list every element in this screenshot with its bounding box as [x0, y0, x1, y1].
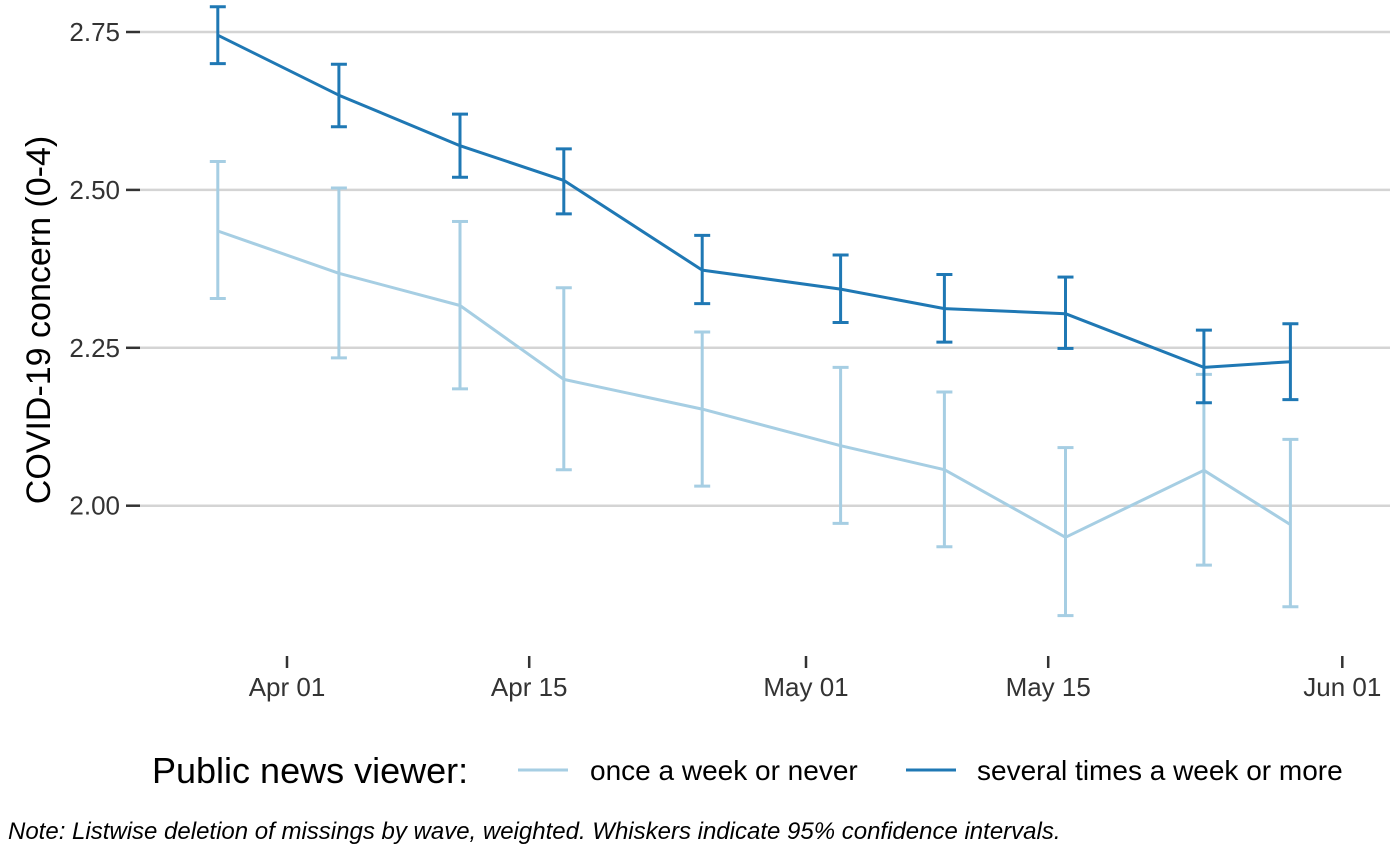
x-tick-label-2: May 01 [763, 672, 848, 702]
errorbar-1-4 [694, 233, 711, 306]
series-0 [209, 159, 1299, 618]
x-tick-label-0: Apr 01 [249, 672, 326, 702]
x-tick-label-1: Apr 15 [491, 672, 568, 702]
errorbar-0-9 [1282, 437, 1299, 609]
x-tick-label-3: May 15 [1006, 672, 1091, 702]
errorbar-0-7 [1057, 446, 1074, 618]
legend-label-0: once a week or never [590, 755, 858, 786]
series-line-0 [217, 229, 1292, 539]
series [209, 5, 1299, 618]
chart-note: Note: Listwise deletion of missings by w… [8, 818, 1061, 845]
legend-title: Public news viewer: [152, 750, 468, 791]
x-axis: Apr 01 Apr 15 May 01 May 15 Jun 01 [249, 656, 1381, 702]
y-tick-label-3: 2.75 [69, 17, 120, 47]
errorbar-1-8 [1195, 328, 1212, 405]
gridlines [140, 30, 1390, 507]
series-line-1 [217, 33, 1291, 369]
legend: Public news viewer: once a week or never… [152, 750, 1343, 791]
errorbar-1-3 [555, 147, 572, 216]
errorbar-0-3 [555, 286, 572, 472]
legend-label-1: several times a week or more [977, 755, 1343, 786]
y-axis: 2.00 2.25 2.50 2.75 [69, 17, 140, 521]
errorbar-0-1 [330, 186, 347, 360]
errorbar-0-0 [209, 159, 226, 301]
errorbar-0-6 [936, 390, 953, 549]
errorbar-1-6 [936, 273, 953, 344]
errorbar-1-7 [1057, 275, 1074, 350]
errorbar-0-5 [832, 365, 849, 525]
x-tick-label-4: Jun 01 [1303, 672, 1381, 702]
errorbar-1-1 [330, 62, 347, 129]
series-1 [209, 5, 1299, 405]
y-tick-label-2: 2.50 [69, 175, 120, 205]
errorbar-0-2 [452, 219, 468, 391]
y-tick-label-1: 2.25 [69, 333, 120, 363]
y-tick-label-0: 2.00 [69, 491, 120, 521]
errorbar-1-5 [832, 253, 849, 325]
y-axis-title: COVID-19 concern (0-4) [20, 136, 58, 504]
